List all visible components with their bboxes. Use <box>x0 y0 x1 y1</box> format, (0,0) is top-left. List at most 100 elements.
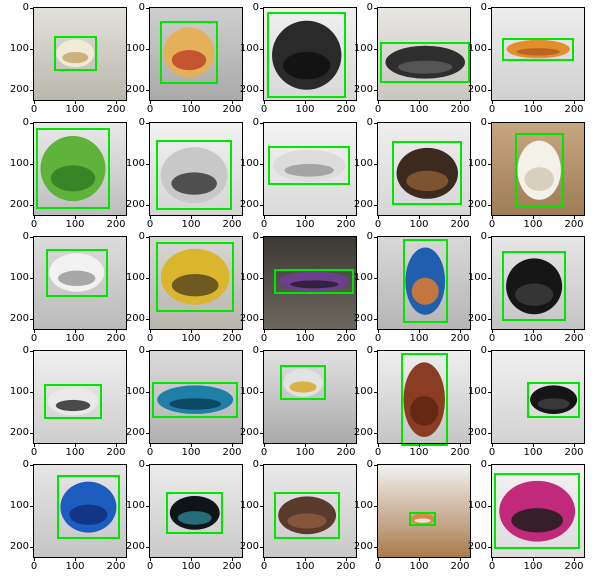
y-tick-label: 0 <box>480 459 487 470</box>
photo-object-detail <box>57 270 96 286</box>
x-tick <box>346 101 347 104</box>
x-tick-label: 0 <box>488 333 496 344</box>
photo-object-detail <box>69 504 108 525</box>
x-tick <box>533 558 534 561</box>
y-tick <box>30 278 33 279</box>
y-tick <box>488 49 491 50</box>
x-tick-label: 0 <box>30 561 38 572</box>
x-tick-label: 0 <box>260 333 268 344</box>
y-tick <box>260 49 263 50</box>
y-tick-label: 100 <box>467 500 487 511</box>
x-tick <box>116 444 117 447</box>
photo-image <box>492 123 585 216</box>
photo-panel <box>264 8 357 101</box>
photo-panel <box>492 123 585 216</box>
y-tick <box>374 319 377 320</box>
x-tick-label: 200 <box>222 219 242 230</box>
photo-image <box>150 8 243 101</box>
y-tick <box>30 164 33 165</box>
x-tick-label: 100 <box>181 219 201 230</box>
photo-panel <box>378 465 471 558</box>
y-tick-label: 200 <box>125 84 145 95</box>
y-tick-label: 0 <box>366 345 373 356</box>
x-tick-label: 200 <box>106 104 126 115</box>
x-tick-label: 0 <box>374 333 382 344</box>
x-tick <box>150 101 151 104</box>
x-tick <box>378 101 379 104</box>
y-tick <box>146 123 149 124</box>
x-tick-label: 0 <box>260 447 268 458</box>
photo-image <box>378 351 471 444</box>
x-tick-label: 100 <box>65 219 85 230</box>
y-tick-label: 0 <box>480 231 487 242</box>
photo-image <box>34 351 127 444</box>
x-tick-label: 100 <box>65 104 85 115</box>
x-tick-label: 0 <box>30 447 38 458</box>
y-tick <box>374 392 377 393</box>
photo-image <box>150 123 243 216</box>
x-tick <box>75 101 76 104</box>
photo-panel <box>492 8 585 101</box>
y-tick <box>146 547 149 548</box>
x-tick <box>346 558 347 561</box>
photo-panel <box>34 123 127 216</box>
y-tick-label: 0 <box>138 345 145 356</box>
photo-image <box>378 8 471 101</box>
y-tick <box>146 278 149 279</box>
y-tick <box>260 164 263 165</box>
x-tick-label: 0 <box>488 447 496 458</box>
x-tick <box>232 444 233 447</box>
x-tick-label: 0 <box>30 333 38 344</box>
y-tick <box>30 465 33 466</box>
photo-object-detail <box>289 381 317 393</box>
x-tick <box>150 558 151 561</box>
x-tick-label: 100 <box>295 104 315 115</box>
photo-panel <box>150 123 243 216</box>
x-tick-label: 100 <box>409 104 429 115</box>
photo-object-detail <box>511 508 564 533</box>
y-tick <box>260 90 263 91</box>
x-tick-label: 100 <box>65 333 85 344</box>
y-tick <box>30 8 33 9</box>
x-tick-label: 0 <box>146 561 154 572</box>
x-tick <box>75 444 76 447</box>
x-tick <box>533 330 534 333</box>
y-tick-label: 0 <box>252 345 259 356</box>
x-tick <box>150 330 151 333</box>
photo-panel <box>34 8 127 101</box>
x-tick-label: 100 <box>409 333 429 344</box>
x-tick <box>460 444 461 447</box>
y-tick-label: 100 <box>9 386 29 397</box>
y-tick <box>488 392 491 393</box>
y-tick-label: 0 <box>22 459 29 470</box>
y-tick <box>488 237 491 238</box>
x-tick-label: 200 <box>564 447 584 458</box>
y-tick <box>146 392 149 393</box>
x-tick <box>150 216 151 219</box>
y-tick-label: 100 <box>353 43 373 54</box>
y-tick-label: 0 <box>480 345 487 356</box>
photo-image <box>34 237 127 330</box>
x-tick <box>492 330 493 333</box>
photo-object-detail <box>283 51 331 80</box>
y-tick-label: 100 <box>9 158 29 169</box>
x-tick-label: 0 <box>374 561 382 572</box>
x-tick <box>378 330 379 333</box>
x-tick-label: 200 <box>564 333 584 344</box>
y-tick <box>374 90 377 91</box>
y-tick <box>146 205 149 206</box>
x-tick <box>492 101 493 104</box>
y-tick <box>260 506 263 507</box>
y-tick <box>260 351 263 352</box>
y-tick <box>260 205 263 206</box>
y-tick <box>260 319 263 320</box>
y-tick <box>374 433 377 434</box>
x-tick-label: 200 <box>450 447 470 458</box>
photo-image <box>34 465 127 558</box>
x-tick <box>264 101 265 104</box>
x-tick-label: 0 <box>146 219 154 230</box>
photo-object-detail <box>537 398 570 410</box>
photo-object-detail <box>177 511 212 525</box>
x-tick-label: 200 <box>564 561 584 572</box>
y-tick <box>374 278 377 279</box>
